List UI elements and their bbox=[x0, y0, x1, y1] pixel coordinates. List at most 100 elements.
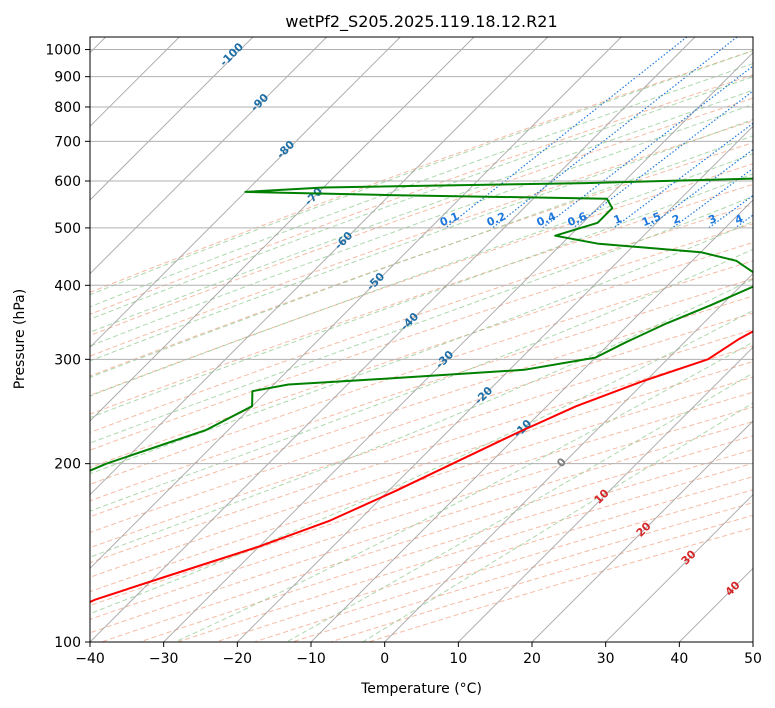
profile-series bbox=[90, 177, 753, 604]
x-tick-label: 20 bbox=[523, 651, 541, 667]
dry-adiabat bbox=[90, 142, 753, 377]
dry-adiabat bbox=[90, 183, 753, 415]
chart-title: wetPf2_S205.2025.119.18.12.R21 bbox=[285, 12, 557, 32]
y-tick-label: 100 bbox=[54, 635, 81, 651]
moist-adiabat bbox=[90, 220, 753, 475]
moist-adiabat bbox=[90, 50, 753, 296]
moist-adiabat bbox=[90, 118, 753, 362]
y-tick-label: 500 bbox=[54, 221, 81, 237]
mixing-ratio-line bbox=[672, 167, 753, 229]
isotherm-line bbox=[90, 37, 254, 201]
moist-adiabat bbox=[90, 135, 753, 378]
mixing-ratio-label: 1 bbox=[612, 212, 624, 227]
dry-adiabat bbox=[101, 435, 753, 642]
moist-adiabat bbox=[90, 63, 753, 308]
y-tick-label: 400 bbox=[54, 278, 81, 294]
mixing-ratio-line bbox=[492, 37, 738, 229]
x-tick-label: 10 bbox=[449, 651, 467, 667]
dry-adiabat bbox=[90, 295, 753, 518]
isotherm-label: 30 bbox=[679, 547, 699, 567]
x-tick-label: −30 bbox=[149, 651, 179, 667]
dry-adiabat bbox=[90, 50, 753, 293]
dewpoint-line bbox=[90, 177, 753, 472]
y-axis-label: Pressure (hPa) bbox=[12, 289, 28, 389]
x-tick-label: 0 bbox=[380, 651, 389, 667]
isotherm-line bbox=[163, 51, 753, 642]
x-tick-label: −40 bbox=[75, 651, 105, 667]
pressure-gridlines bbox=[90, 49, 753, 643]
y-tick-label: 700 bbox=[54, 134, 81, 150]
moist-adiabat bbox=[90, 248, 753, 512]
dry-adiabat bbox=[90, 203, 753, 433]
dry-adiabat bbox=[90, 241, 753, 468]
dry-adiabat bbox=[90, 420, 753, 634]
x-axis-ticks: −40 −30 −20 −10 0 10 20 30 40 50 bbox=[75, 642, 762, 667]
dry-adiabat bbox=[90, 345, 753, 564]
dry-adiabat bbox=[90, 278, 753, 502]
isotherm-line bbox=[90, 37, 328, 275]
dry-adiabat bbox=[330, 514, 753, 642]
mixing-ratio-label: 0.1 bbox=[438, 210, 461, 229]
isotherm-line bbox=[90, 37, 622, 570]
isotherm-line bbox=[90, 37, 696, 642]
dry-adiabat bbox=[90, 329, 753, 549]
isotherm-line bbox=[605, 493, 753, 642]
isotherm-label: -100 bbox=[217, 40, 246, 69]
mixing-ratio-label: 3 bbox=[706, 212, 718, 227]
isotherm-line bbox=[531, 420, 753, 642]
isotherm-line bbox=[310, 199, 753, 642]
dry-adiabat bbox=[90, 74, 753, 315]
y-axis-ticks: 100 200 300 400 500 600 700 800 900 1000 bbox=[45, 43, 90, 651]
isotherm-label: 0 bbox=[554, 455, 569, 470]
mixing-ratio-label: 1.5 bbox=[640, 210, 663, 229]
dry-adiabat bbox=[90, 312, 753, 534]
mixing-ratio-line bbox=[708, 194, 753, 229]
line-labels: -100-90-80-70-60-50-40-30-20-10010203040… bbox=[217, 40, 745, 599]
dry-adiabat bbox=[90, 163, 753, 396]
y-tick-label: 900 bbox=[54, 70, 81, 86]
isotherm-line bbox=[752, 641, 753, 642]
moist-adiabat bbox=[90, 153, 753, 397]
mixing-ratio-line bbox=[572, 90, 753, 229]
isotherm-label: 10 bbox=[592, 486, 612, 506]
x-tick-label: 50 bbox=[744, 651, 762, 667]
dry-adiabat bbox=[90, 361, 753, 578]
x-tick-label: −20 bbox=[223, 651, 253, 667]
isotherm-line bbox=[90, 37, 549, 496]
isotherm-line bbox=[90, 37, 475, 422]
y-tick-label: 200 bbox=[54, 457, 81, 473]
x-tick-label: 40 bbox=[670, 651, 688, 667]
mixing-ratio-label: 4 bbox=[733, 212, 745, 227]
mixing-ratio-label: 2 bbox=[670, 212, 682, 227]
dry-adiabat bbox=[90, 223, 753, 451]
isotherm-line bbox=[457, 346, 753, 642]
x-tick-label: 30 bbox=[597, 651, 615, 667]
dry-adiabat bbox=[90, 376, 753, 593]
y-tick-label: 300 bbox=[54, 352, 81, 368]
moist-adiabat bbox=[90, 89, 753, 333]
dry-adiabat bbox=[90, 260, 753, 485]
isotherm-line bbox=[678, 567, 753, 642]
moist-adiabat bbox=[174, 341, 753, 642]
dry-adiabat bbox=[90, 97, 753, 337]
y-tick-label: 1000 bbox=[45, 43, 81, 59]
dry-adiabat bbox=[90, 406, 753, 620]
y-tick-label: 600 bbox=[54, 174, 81, 190]
moist-adiabat bbox=[90, 309, 753, 615]
isotherm-label: -90 bbox=[248, 91, 271, 114]
x-tick-label: −10 bbox=[296, 651, 326, 667]
isotherm-line bbox=[90, 37, 401, 349]
moist-adiabat bbox=[90, 173, 753, 419]
mixing-ratio-line bbox=[647, 148, 753, 229]
mixing-ratio-line bbox=[613, 122, 753, 229]
dry-adiabat bbox=[368, 527, 753, 642]
temperature-line bbox=[90, 330, 753, 604]
x-axis-label: Temperature (°C) bbox=[360, 681, 482, 697]
y-tick-label: 800 bbox=[54, 100, 81, 116]
dry-adiabat bbox=[292, 502, 753, 642]
isotherm-label: -30 bbox=[433, 348, 456, 371]
dry-adiabat bbox=[90, 391, 753, 607]
moist-adiabat bbox=[90, 278, 753, 558]
isotherm-line bbox=[236, 125, 753, 642]
